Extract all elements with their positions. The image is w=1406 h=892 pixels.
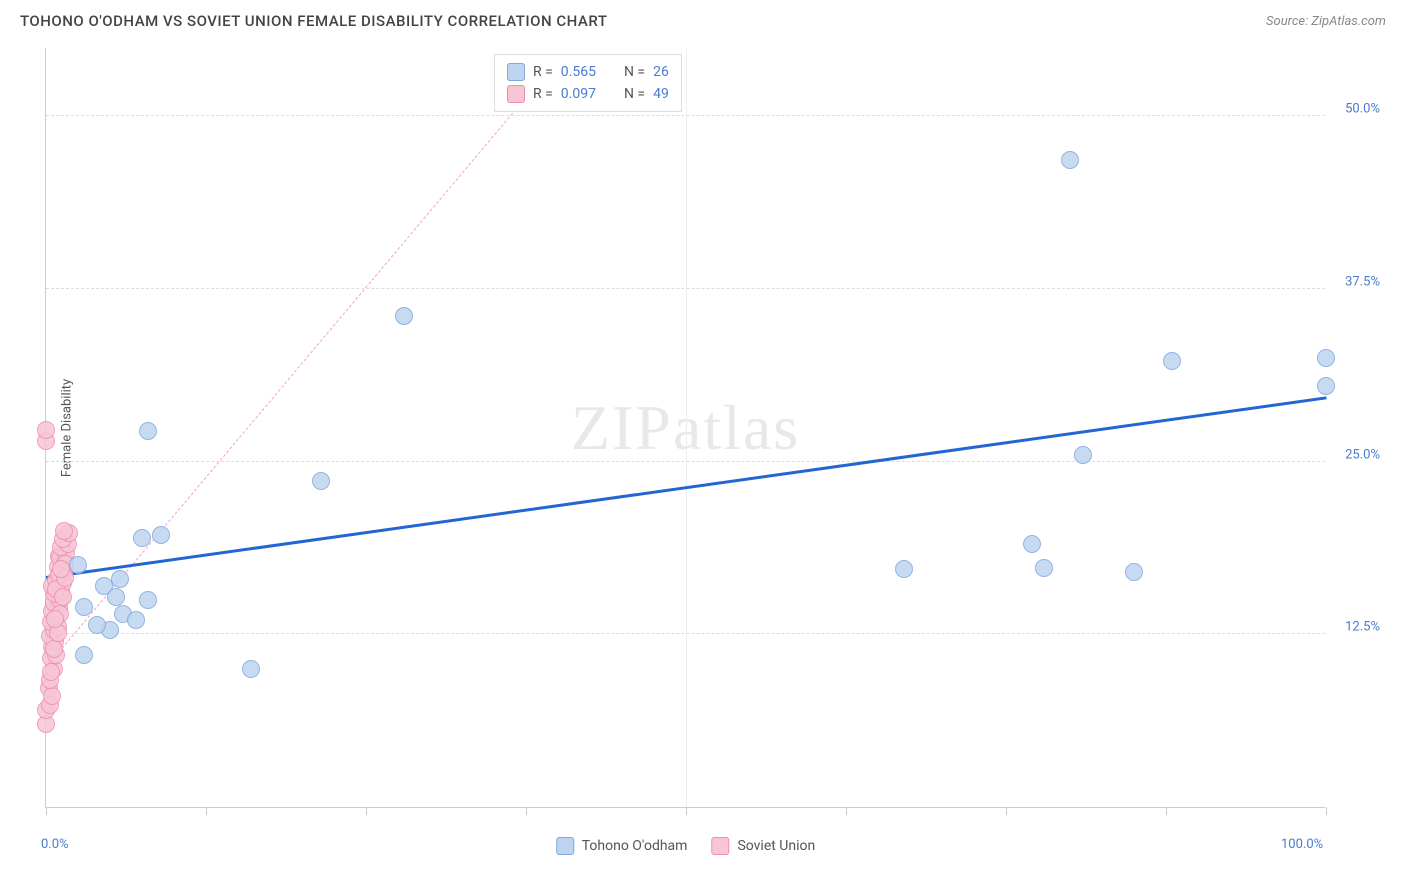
watermark-atlas: atlas [673, 392, 800, 463]
series-b-point [55, 522, 73, 540]
series-b-point [52, 560, 70, 578]
legend-n-value: 49 [653, 86, 669, 102]
legend-n-value: 26 [653, 64, 669, 80]
x-tick [366, 807, 367, 815]
legend-n-label: N = [624, 64, 645, 80]
chart-title: TOHONO O'ODHAM VS SOVIET UNION FEMALE DI… [20, 12, 607, 30]
legend-r-label: R = [533, 64, 553, 80]
x-tick [686, 807, 687, 815]
series-a-point [242, 660, 260, 678]
series-a-point [152, 526, 170, 544]
series-a-point [1317, 377, 1335, 395]
series-a-point [69, 556, 87, 574]
legend-r-label: R = [533, 86, 553, 102]
series-a-point [133, 529, 151, 547]
series-a-point [1061, 151, 1079, 169]
watermark-zip: ZIP [571, 392, 673, 463]
series-a-point [1023, 535, 1041, 553]
series-b-name: Soviet Union [737, 838, 815, 854]
series-a-point [1125, 563, 1143, 581]
x-tick [1326, 807, 1327, 815]
source-attribution: Source: ZipAtlas.com [1266, 14, 1386, 29]
chart-header: TOHONO O'ODHAM VS SOVIET UNION FEMALE DI… [0, 0, 1406, 38]
legend-n-label: N = [624, 86, 645, 102]
series-b-point [54, 588, 72, 606]
series-a-point [1035, 559, 1053, 577]
series-a-point [127, 611, 145, 629]
legend-r-value: 0.097 [561, 86, 596, 102]
plot-area: Female Disability ZIPatlas 12.5%25.0%37.… [45, 48, 1325, 808]
y-tick-label: 37.5% [1345, 274, 1380, 289]
x-tick [1006, 807, 1007, 815]
series-a-point [1317, 349, 1335, 367]
series-legend-item-b: Soviet Union [711, 837, 815, 855]
series-a-point [111, 570, 129, 588]
legend-swatch [507, 85, 525, 103]
series-a-point [107, 588, 125, 606]
stats-legend: R = 0.565 N = 26 R = 0.097 N = 49 [494, 54, 682, 112]
series-a-point [75, 646, 93, 664]
x-tick [46, 807, 47, 815]
x-tick [846, 807, 847, 815]
x-tick [206, 807, 207, 815]
y-axis-label: Female Disability [60, 378, 75, 476]
series-a-point [895, 560, 913, 578]
series-legend-item-a: Tohono O'odham [556, 837, 688, 855]
legend-swatch [556, 837, 574, 855]
x-tick [526, 807, 527, 815]
series-b-point [45, 640, 63, 658]
series-a-name: Tohono O'odham [582, 838, 688, 854]
x-tick-label: 0.0% [41, 837, 69, 852]
series-a-point [139, 591, 157, 609]
legend-swatch [507, 63, 525, 81]
series-b-point [46, 610, 64, 628]
series-a-point [139, 422, 157, 440]
chart-container: Female Disability ZIPatlas 12.5% 25.0% 37.… [45, 48, 1385, 828]
series-legend: Tohono O'odham Soviet Union [556, 837, 816, 855]
series-a-point [395, 307, 413, 325]
series-a-point [1074, 446, 1092, 464]
legend-r-value: 0.565 [561, 64, 596, 80]
series-b-point [37, 421, 55, 439]
y-tick-label: 12.5% [1345, 620, 1380, 635]
y-tick-label: 25.0% [1345, 447, 1380, 462]
series-a-point [1163, 352, 1181, 370]
series-a-point [88, 616, 106, 634]
y-tick-label: 50.0% [1345, 102, 1380, 117]
series-a-point [75, 598, 93, 616]
x-tick-label: 100.0% [1281, 837, 1323, 852]
series-b-point [42, 663, 60, 681]
legend-swatch [711, 837, 729, 855]
gridline-vertical [686, 48, 687, 807]
x-tick [1166, 807, 1167, 815]
stats-legend-row: R = 0.097 N = 49 [507, 83, 669, 105]
series-b-point [43, 687, 61, 705]
series-a-point [312, 472, 330, 490]
stats-legend-row: R = 0.565 N = 26 [507, 61, 669, 83]
